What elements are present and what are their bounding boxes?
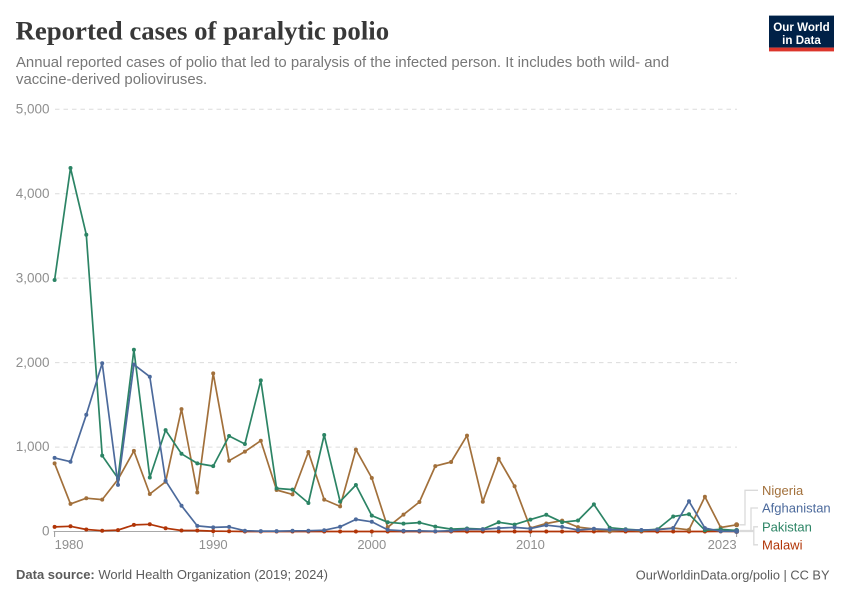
svg-text:2000: 2000	[357, 537, 386, 552]
svg-text:5,000: 5,000	[16, 102, 50, 117]
svg-text:0: 0	[42, 524, 50, 539]
svg-text:Reported cases of paralytic po: Reported cases of paralytic polio	[16, 16, 390, 46]
svg-text:in Data: in Data	[782, 34, 821, 47]
svg-text:vaccine-derived polioviruses.: vaccine-derived polioviruses.	[16, 72, 207, 88]
svg-text:Annual reported cases of polio: Annual reported cases of polio that led …	[16, 55, 669, 71]
svg-text:1980: 1980	[55, 537, 84, 552]
svg-text:Malawi: Malawi	[762, 537, 803, 552]
svg-text:Afghanistan: Afghanistan	[762, 501, 831, 516]
svg-text:3,000: 3,000	[16, 270, 50, 285]
svg-text:Our World: Our World	[773, 21, 829, 34]
svg-text:Pakistan: Pakistan	[762, 519, 812, 534]
svg-text:2010: 2010	[516, 537, 545, 552]
svg-text:Data source: World Health Orga: Data source: World Health Organization (…	[16, 567, 328, 582]
svg-text:1,000: 1,000	[16, 439, 50, 454]
svg-text:2023: 2023	[708, 537, 737, 552]
svg-text:OurWorldinData.org/polio | CC: OurWorldinData.org/polio | CC BY	[636, 568, 830, 583]
svg-text:Nigeria: Nigeria	[762, 483, 804, 498]
svg-text:4,000: 4,000	[16, 186, 50, 201]
svg-text:2,000: 2,000	[16, 355, 50, 370]
svg-text:1990: 1990	[199, 537, 228, 552]
